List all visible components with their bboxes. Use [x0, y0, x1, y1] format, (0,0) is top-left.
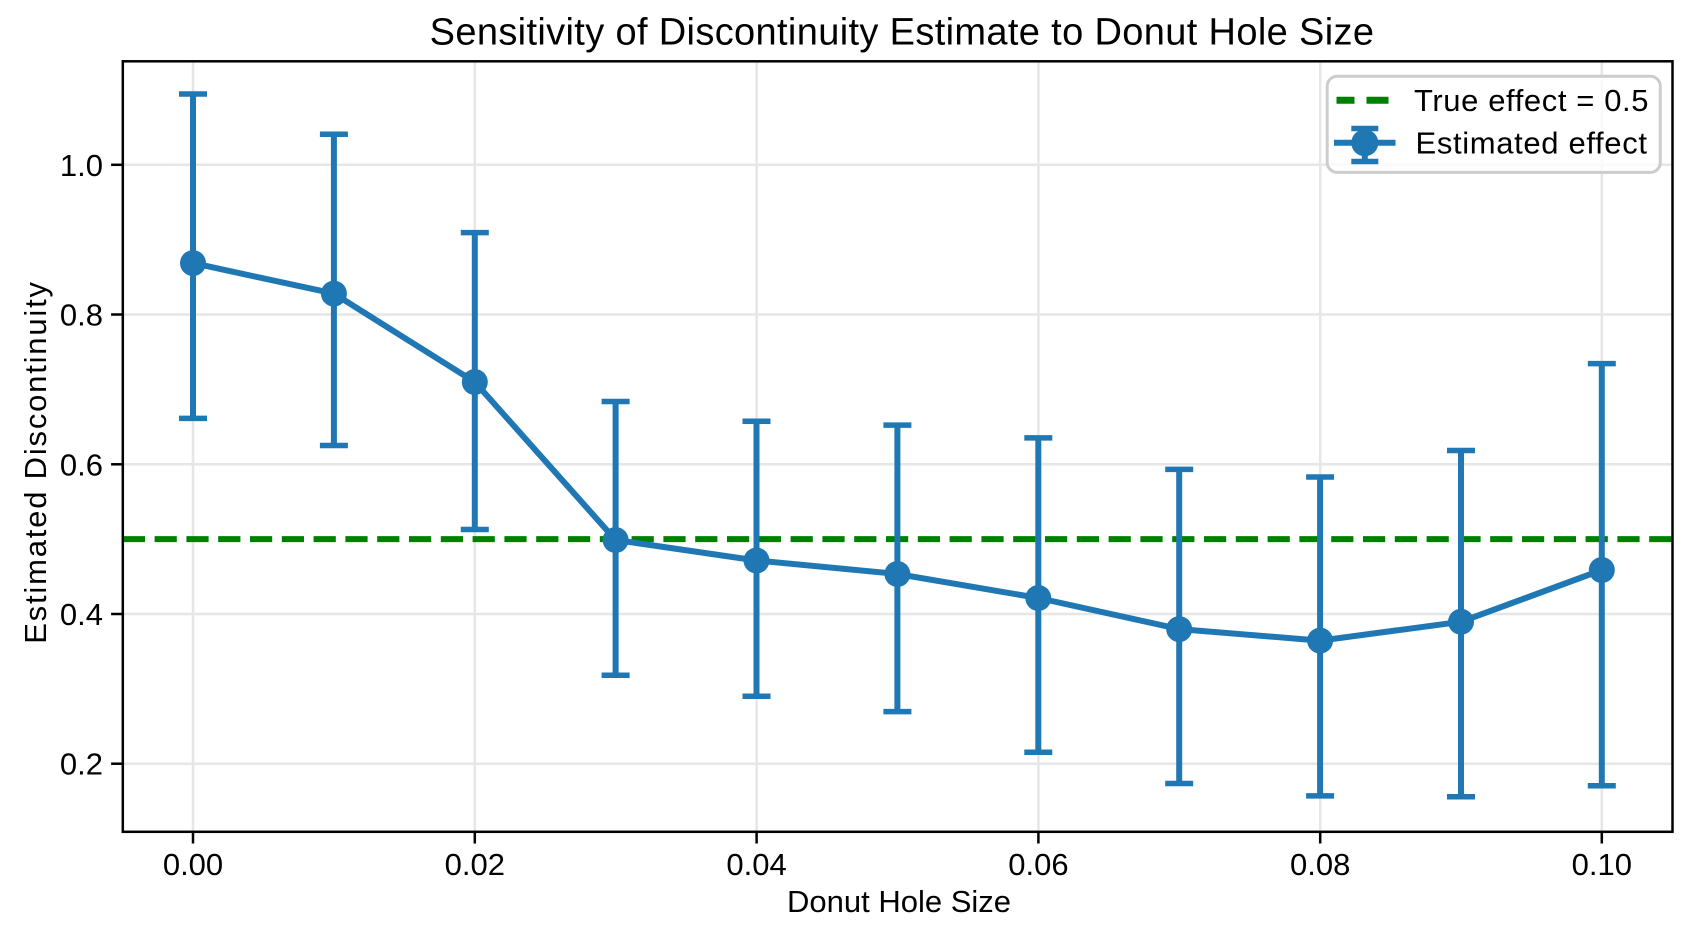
svg-text:Sensitivity of Discontinuity E: Sensitivity of Discontinuity Estimate to…	[430, 12, 1375, 54]
svg-text:Donut Hole Size: Donut Hole Size	[787, 884, 1011, 919]
svg-text:True effect = 0.5: True effect = 0.5	[1414, 83, 1649, 118]
svg-text:0.10: 0.10	[1572, 847, 1632, 882]
svg-text:0.4: 0.4	[60, 597, 103, 632]
svg-text:0.2: 0.2	[60, 747, 103, 782]
svg-text:0.04: 0.04	[726, 847, 786, 882]
svg-text:1.0: 1.0	[60, 148, 103, 183]
svg-text:0.6: 0.6	[60, 447, 103, 482]
svg-text:0.06: 0.06	[1008, 847, 1068, 882]
svg-text:0.08: 0.08	[1290, 847, 1350, 882]
svg-text:0.00: 0.00	[163, 847, 223, 882]
svg-text:0.8: 0.8	[60, 298, 103, 333]
svg-text:Estimated Discontinuity: Estimated Discontinuity	[18, 280, 53, 644]
svg-text:Estimated effect: Estimated effect	[1416, 126, 1648, 161]
svg-text:0.02: 0.02	[445, 847, 505, 882]
